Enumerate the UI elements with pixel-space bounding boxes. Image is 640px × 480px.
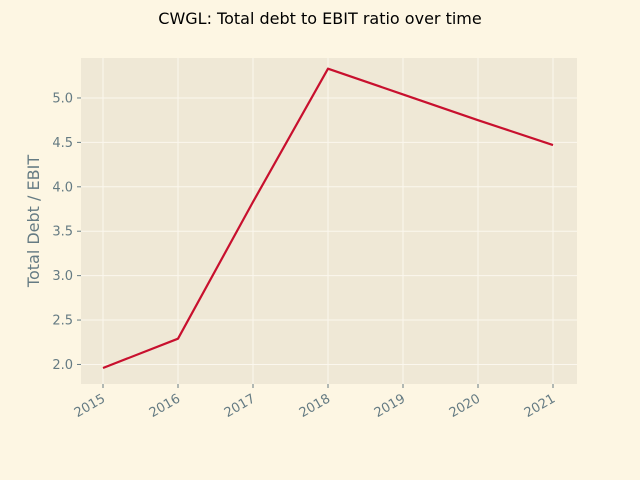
plot-area <box>81 58 577 384</box>
y-axis-ticks: 2.0 2.5 3.0 3.5 4.0 4.5 5.0 <box>52 91 81 373</box>
y-tick-label: 4.5 <box>52 136 73 151</box>
x-tick-label: 2015 <box>72 391 108 421</box>
x-tick-label: 2021 <box>522 391 558 421</box>
series-line <box>102 67 554 370</box>
chart-title: CWGL: Total debt to EBIT ratio over time <box>158 9 481 28</box>
x-tick-label: 2020 <box>447 391 483 421</box>
x-tick-label: 2016 <box>147 391 183 421</box>
y-tick-label: 2.5 <box>52 314 73 329</box>
x-tick-label: 2017 <box>222 391 258 421</box>
y-tick-label: 3.0 <box>52 269 73 284</box>
x-tick-label: 2019 <box>372 391 408 421</box>
x-axis-ticks: 2015 2016 2017 2018 2019 2020 2021 <box>72 384 558 421</box>
y-tick-label: 5.0 <box>52 91 73 106</box>
y-tick-label: 3.5 <box>52 225 73 240</box>
series-lines <box>102 67 554 370</box>
x-tick-label: 2018 <box>297 391 333 421</box>
y-tick-label: 4.0 <box>52 180 73 195</box>
y-axis-label: Total Debt / EBIT <box>24 155 43 288</box>
y-tick-label: 2.0 <box>52 358 73 373</box>
gridlines <box>81 58 577 384</box>
